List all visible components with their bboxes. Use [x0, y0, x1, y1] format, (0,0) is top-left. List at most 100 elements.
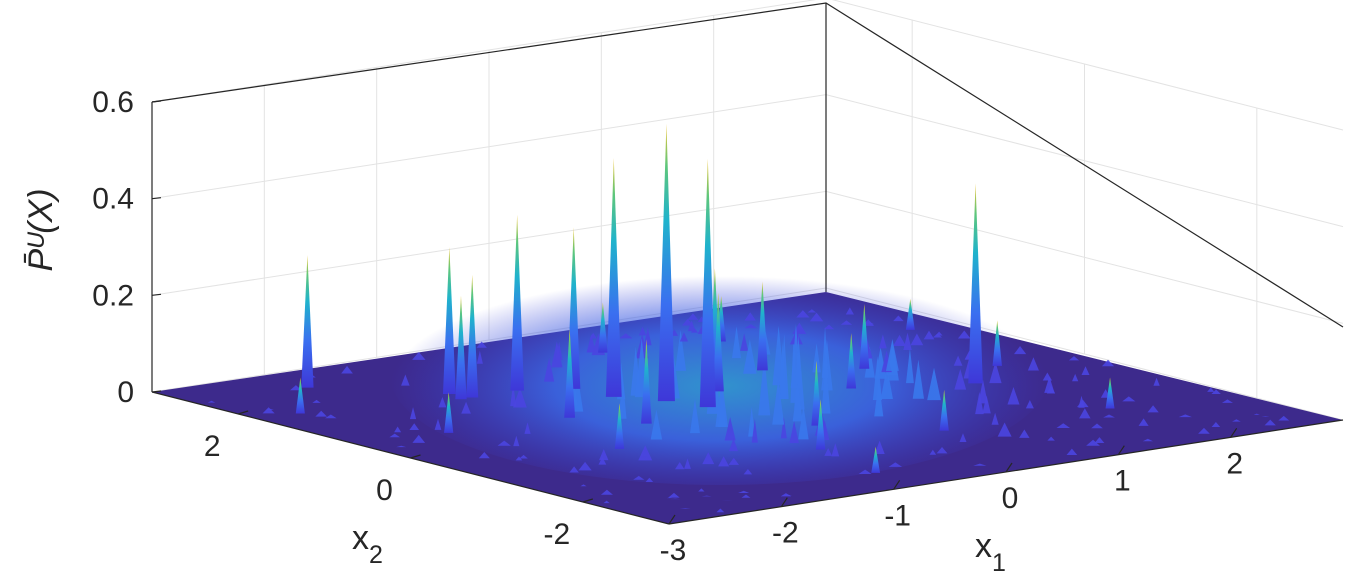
surface-bump: [932, 333, 942, 338]
surface-bump: [1056, 423, 1071, 428]
surface-bump: [796, 310, 810, 318]
surface-peak: [905, 298, 915, 330]
surface-bump: [551, 341, 563, 368]
surface-peak: [871, 446, 881, 473]
surface-bump: [724, 417, 736, 441]
x-tick-label: 0: [1002, 482, 1019, 515]
surface-peak: [699, 158, 716, 408]
surface-bump: [795, 334, 802, 385]
surface-bump: [674, 462, 685, 470]
surface-bump: [997, 422, 1012, 437]
surface-bump: [1025, 399, 1034, 409]
surface-bump: [1278, 415, 1290, 421]
surface-bump: [412, 434, 426, 443]
surface-bump: [821, 326, 829, 378]
surface-bump: [824, 447, 833, 456]
surface-bump: [476, 350, 483, 364]
surface-bump: [748, 406, 756, 437]
surface-bump: [738, 490, 750, 493]
x-tick-label: -2: [772, 517, 799, 550]
surface-bump: [878, 334, 887, 349]
surface-peak: [455, 295, 467, 400]
surface-bump: [478, 451, 490, 459]
surface-bump: [845, 307, 854, 315]
surface-bump: [1047, 436, 1055, 441]
surface-bump: [643, 327, 652, 346]
surface-bump: [858, 469, 872, 474]
surface-bump: [701, 495, 712, 497]
surface-bump: [809, 312, 824, 322]
surface-bump: [341, 365, 353, 374]
surface-bump: [1072, 373, 1079, 382]
surface-peak: [466, 274, 479, 398]
surface-bump: [438, 397, 447, 408]
surface-peak: [712, 292, 724, 392]
surface-peak: [811, 360, 822, 426]
surface-bump: [513, 387, 527, 408]
surface-bump: [1138, 418, 1149, 426]
surface-bump: [840, 320, 853, 325]
surface-peak: [657, 123, 675, 402]
surface-bump: [603, 500, 610, 504]
surface-bump: [957, 330, 971, 339]
surface-bump: [1253, 413, 1260, 415]
surface-bump: [823, 324, 835, 330]
surface-bump: [927, 367, 941, 401]
surface-bump: [989, 361, 1002, 384]
surface-bump: [396, 445, 407, 448]
surface-bump: [744, 312, 756, 321]
surface-bump: [524, 422, 531, 434]
z-axis-ticks: 0 0.2 0.4 0.6: [92, 86, 162, 409]
surface-bump: [619, 333, 633, 339]
surface-peak: [756, 281, 768, 371]
surface-bump: [772, 379, 785, 425]
surface-peak: [614, 403, 625, 449]
x-tick-label: -1: [884, 499, 911, 532]
surface-bump: [743, 339, 757, 374]
surface-bump: [758, 355, 771, 416]
surface-bump: [1079, 408, 1091, 419]
surface-bump: [975, 391, 984, 415]
z-tick-label: 0: [117, 376, 134, 409]
surface-texture: [207, 307, 1290, 513]
surface-bump: [744, 324, 758, 329]
surface-bump: [702, 452, 715, 465]
surface-bump: [1086, 439, 1100, 446]
surface-peak: [815, 399, 826, 450]
surface-peak: [564, 328, 576, 418]
surface-bump: [740, 333, 749, 351]
surface-bump: [781, 494, 792, 496]
surface-bump: [461, 401, 471, 414]
surface-bump: [679, 332, 689, 342]
surface-bump: [409, 423, 420, 430]
surface-bump: [1007, 386, 1020, 405]
surface-peaks: [295, 123, 1115, 473]
surface-bump: [1101, 359, 1115, 367]
surface-peak: [510, 214, 525, 391]
surface-bump: [731, 326, 742, 359]
surface-peak: [605, 158, 622, 397]
surface-bump: [638, 326, 647, 336]
surface-bump: [888, 462, 903, 467]
surface-bump: [1027, 357, 1039, 371]
surface-bump: [982, 395, 991, 414]
surface-bump: [687, 320, 696, 332]
surface-bump: [807, 309, 817, 313]
x-tick-label: -3: [660, 534, 687, 567]
surface-bump: [954, 368, 967, 390]
surface-bump: [991, 412, 999, 425]
surface-peak: [1105, 377, 1115, 409]
surface-bump: [1091, 423, 1103, 429]
y-tick-mark: [582, 498, 594, 503]
surface-bump: [880, 366, 893, 399]
z-tick-label: 0.4: [92, 183, 134, 216]
surface-bump: [1044, 376, 1055, 393]
x-axis-ticks: -3 -2 -1 0 1 2: [660, 428, 1243, 567]
surface-peak: [859, 303, 870, 369]
surface-bump: [1211, 389, 1221, 394]
surface-bump: [1147, 405, 1159, 413]
surface-bump: [903, 332, 912, 351]
y-tick-label: 2: [204, 430, 221, 463]
surface-bump: [772, 325, 785, 386]
